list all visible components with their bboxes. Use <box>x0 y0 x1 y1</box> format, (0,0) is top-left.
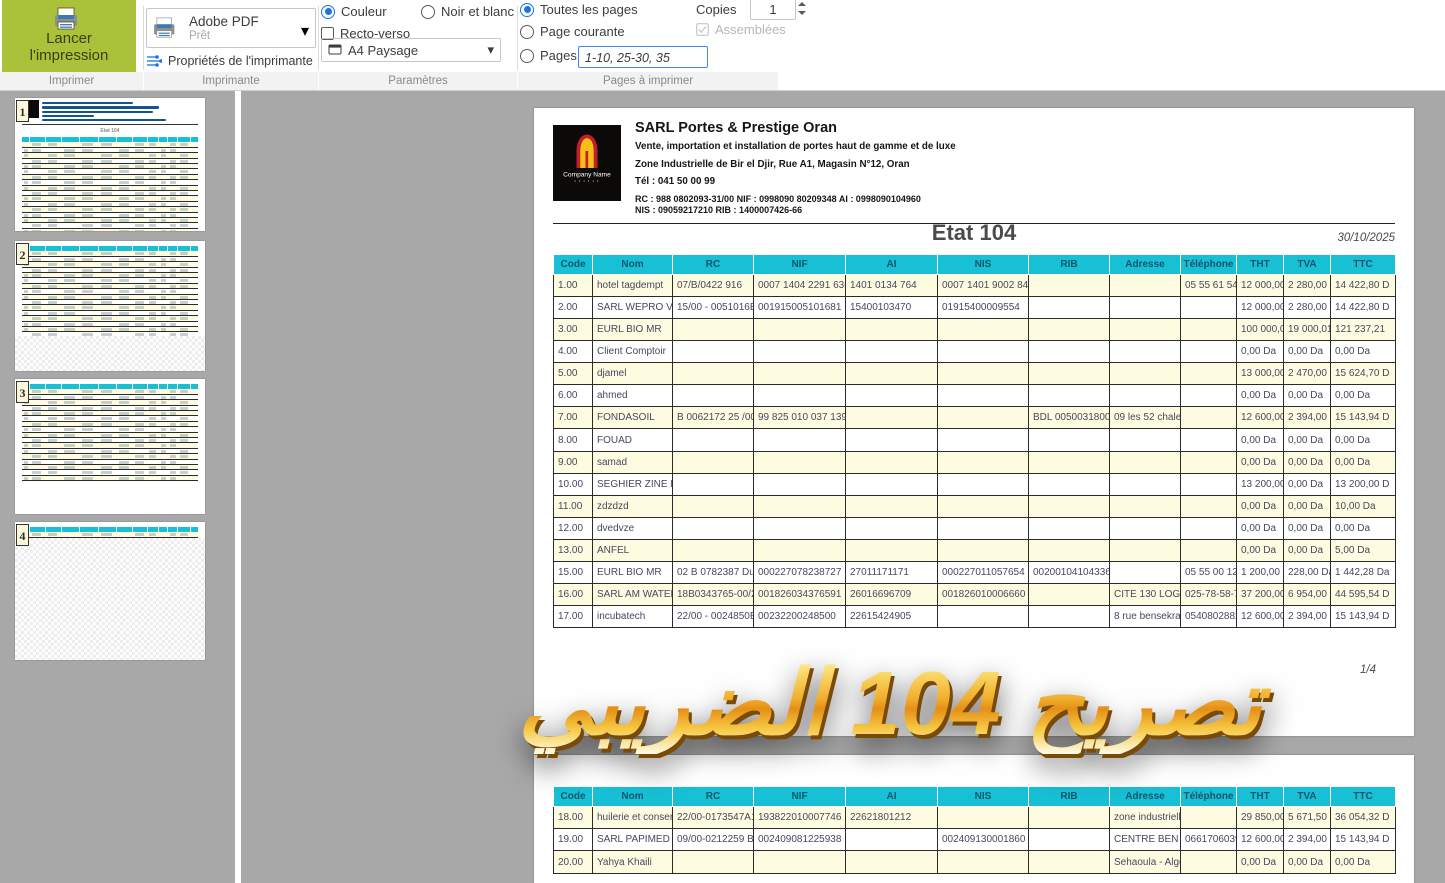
svg-text:Company Name: Company Name <box>563 172 611 179</box>
svg-text:• • • • • •: • • • • • • <box>574 179 599 183</box>
